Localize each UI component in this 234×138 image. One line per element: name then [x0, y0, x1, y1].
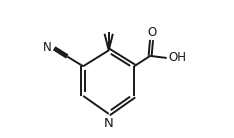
Text: N: N — [104, 117, 113, 130]
Text: N: N — [43, 41, 51, 54]
Text: O: O — [148, 26, 157, 39]
Text: OH: OH — [168, 51, 186, 64]
